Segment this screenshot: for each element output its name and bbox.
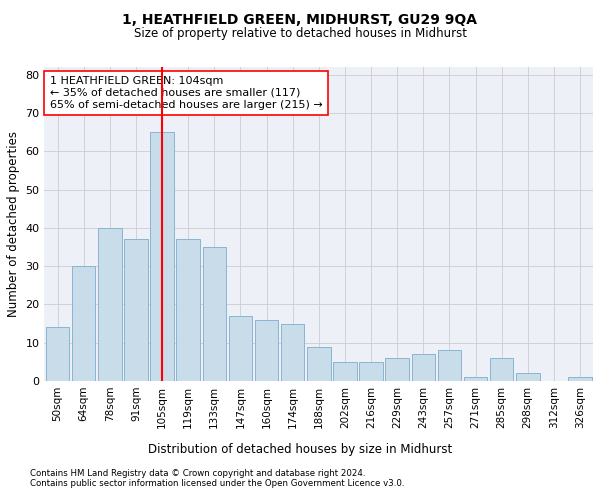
Bar bbox=[464, 377, 487, 381]
Bar bbox=[516, 374, 539, 381]
Bar bbox=[255, 320, 278, 381]
Bar bbox=[568, 377, 592, 381]
Text: Contains HM Land Registry data © Crown copyright and database right 2024.: Contains HM Land Registry data © Crown c… bbox=[30, 468, 365, 477]
Text: 1 HEATHFIELD GREEN: 104sqm
← 35% of detached houses are smaller (117)
65% of sem: 1 HEATHFIELD GREEN: 104sqm ← 35% of deta… bbox=[50, 76, 323, 110]
Bar bbox=[229, 316, 252, 381]
Bar bbox=[203, 247, 226, 381]
Text: 1, HEATHFIELD GREEN, MIDHURST, GU29 9QA: 1, HEATHFIELD GREEN, MIDHURST, GU29 9QA bbox=[122, 12, 478, 26]
Bar bbox=[307, 346, 331, 381]
Bar bbox=[150, 132, 174, 381]
Text: Distribution of detached houses by size in Midhurst: Distribution of detached houses by size … bbox=[148, 442, 452, 456]
Text: Contains public sector information licensed under the Open Government Licence v3: Contains public sector information licen… bbox=[30, 478, 404, 488]
Bar bbox=[124, 240, 148, 381]
Bar bbox=[98, 228, 122, 381]
Bar bbox=[72, 266, 95, 381]
Bar bbox=[46, 328, 70, 381]
Text: Size of property relative to detached houses in Midhurst: Size of property relative to detached ho… bbox=[133, 28, 467, 40]
Bar bbox=[333, 362, 356, 381]
Bar bbox=[490, 358, 514, 381]
Y-axis label: Number of detached properties: Number of detached properties bbox=[7, 131, 20, 317]
Bar bbox=[176, 240, 200, 381]
Bar bbox=[385, 358, 409, 381]
Bar bbox=[359, 362, 383, 381]
Bar bbox=[437, 350, 461, 381]
Bar bbox=[412, 354, 435, 381]
Bar bbox=[281, 324, 304, 381]
